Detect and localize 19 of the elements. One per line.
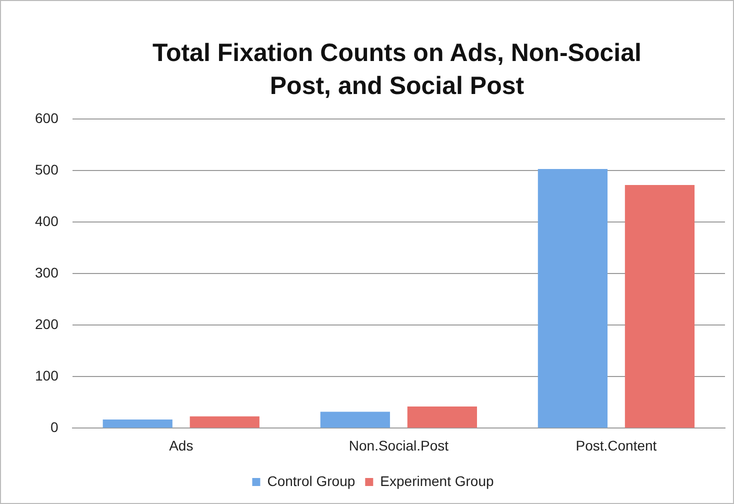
bar [624,184,695,428]
bar [102,419,172,428]
bar [190,416,260,428]
bar [538,168,608,428]
bar [407,406,477,428]
y-tick-label: 400 [35,212,59,229]
y-tick-label: 0 [50,419,59,436]
y-tick-label: 500 [35,161,59,178]
x-tick-label: Non.Social.Post [348,437,449,454]
bar [320,412,390,428]
chart-title: Total Fixation Counts on Ads, Non-Social Post, and Social Post [152,38,642,102]
y-tick-label: 200 [35,316,59,332]
y-tick-label: 100 [35,368,59,384]
legend-label: Experiment Group [380,472,494,489]
legend-label: Control Group [267,472,356,489]
x-tick-label: Post.Content [576,437,657,454]
y-tick-label: 600 [35,110,59,126]
y-tick-label: 300 [35,264,59,280]
x-tick-label: Ads [169,437,194,454]
